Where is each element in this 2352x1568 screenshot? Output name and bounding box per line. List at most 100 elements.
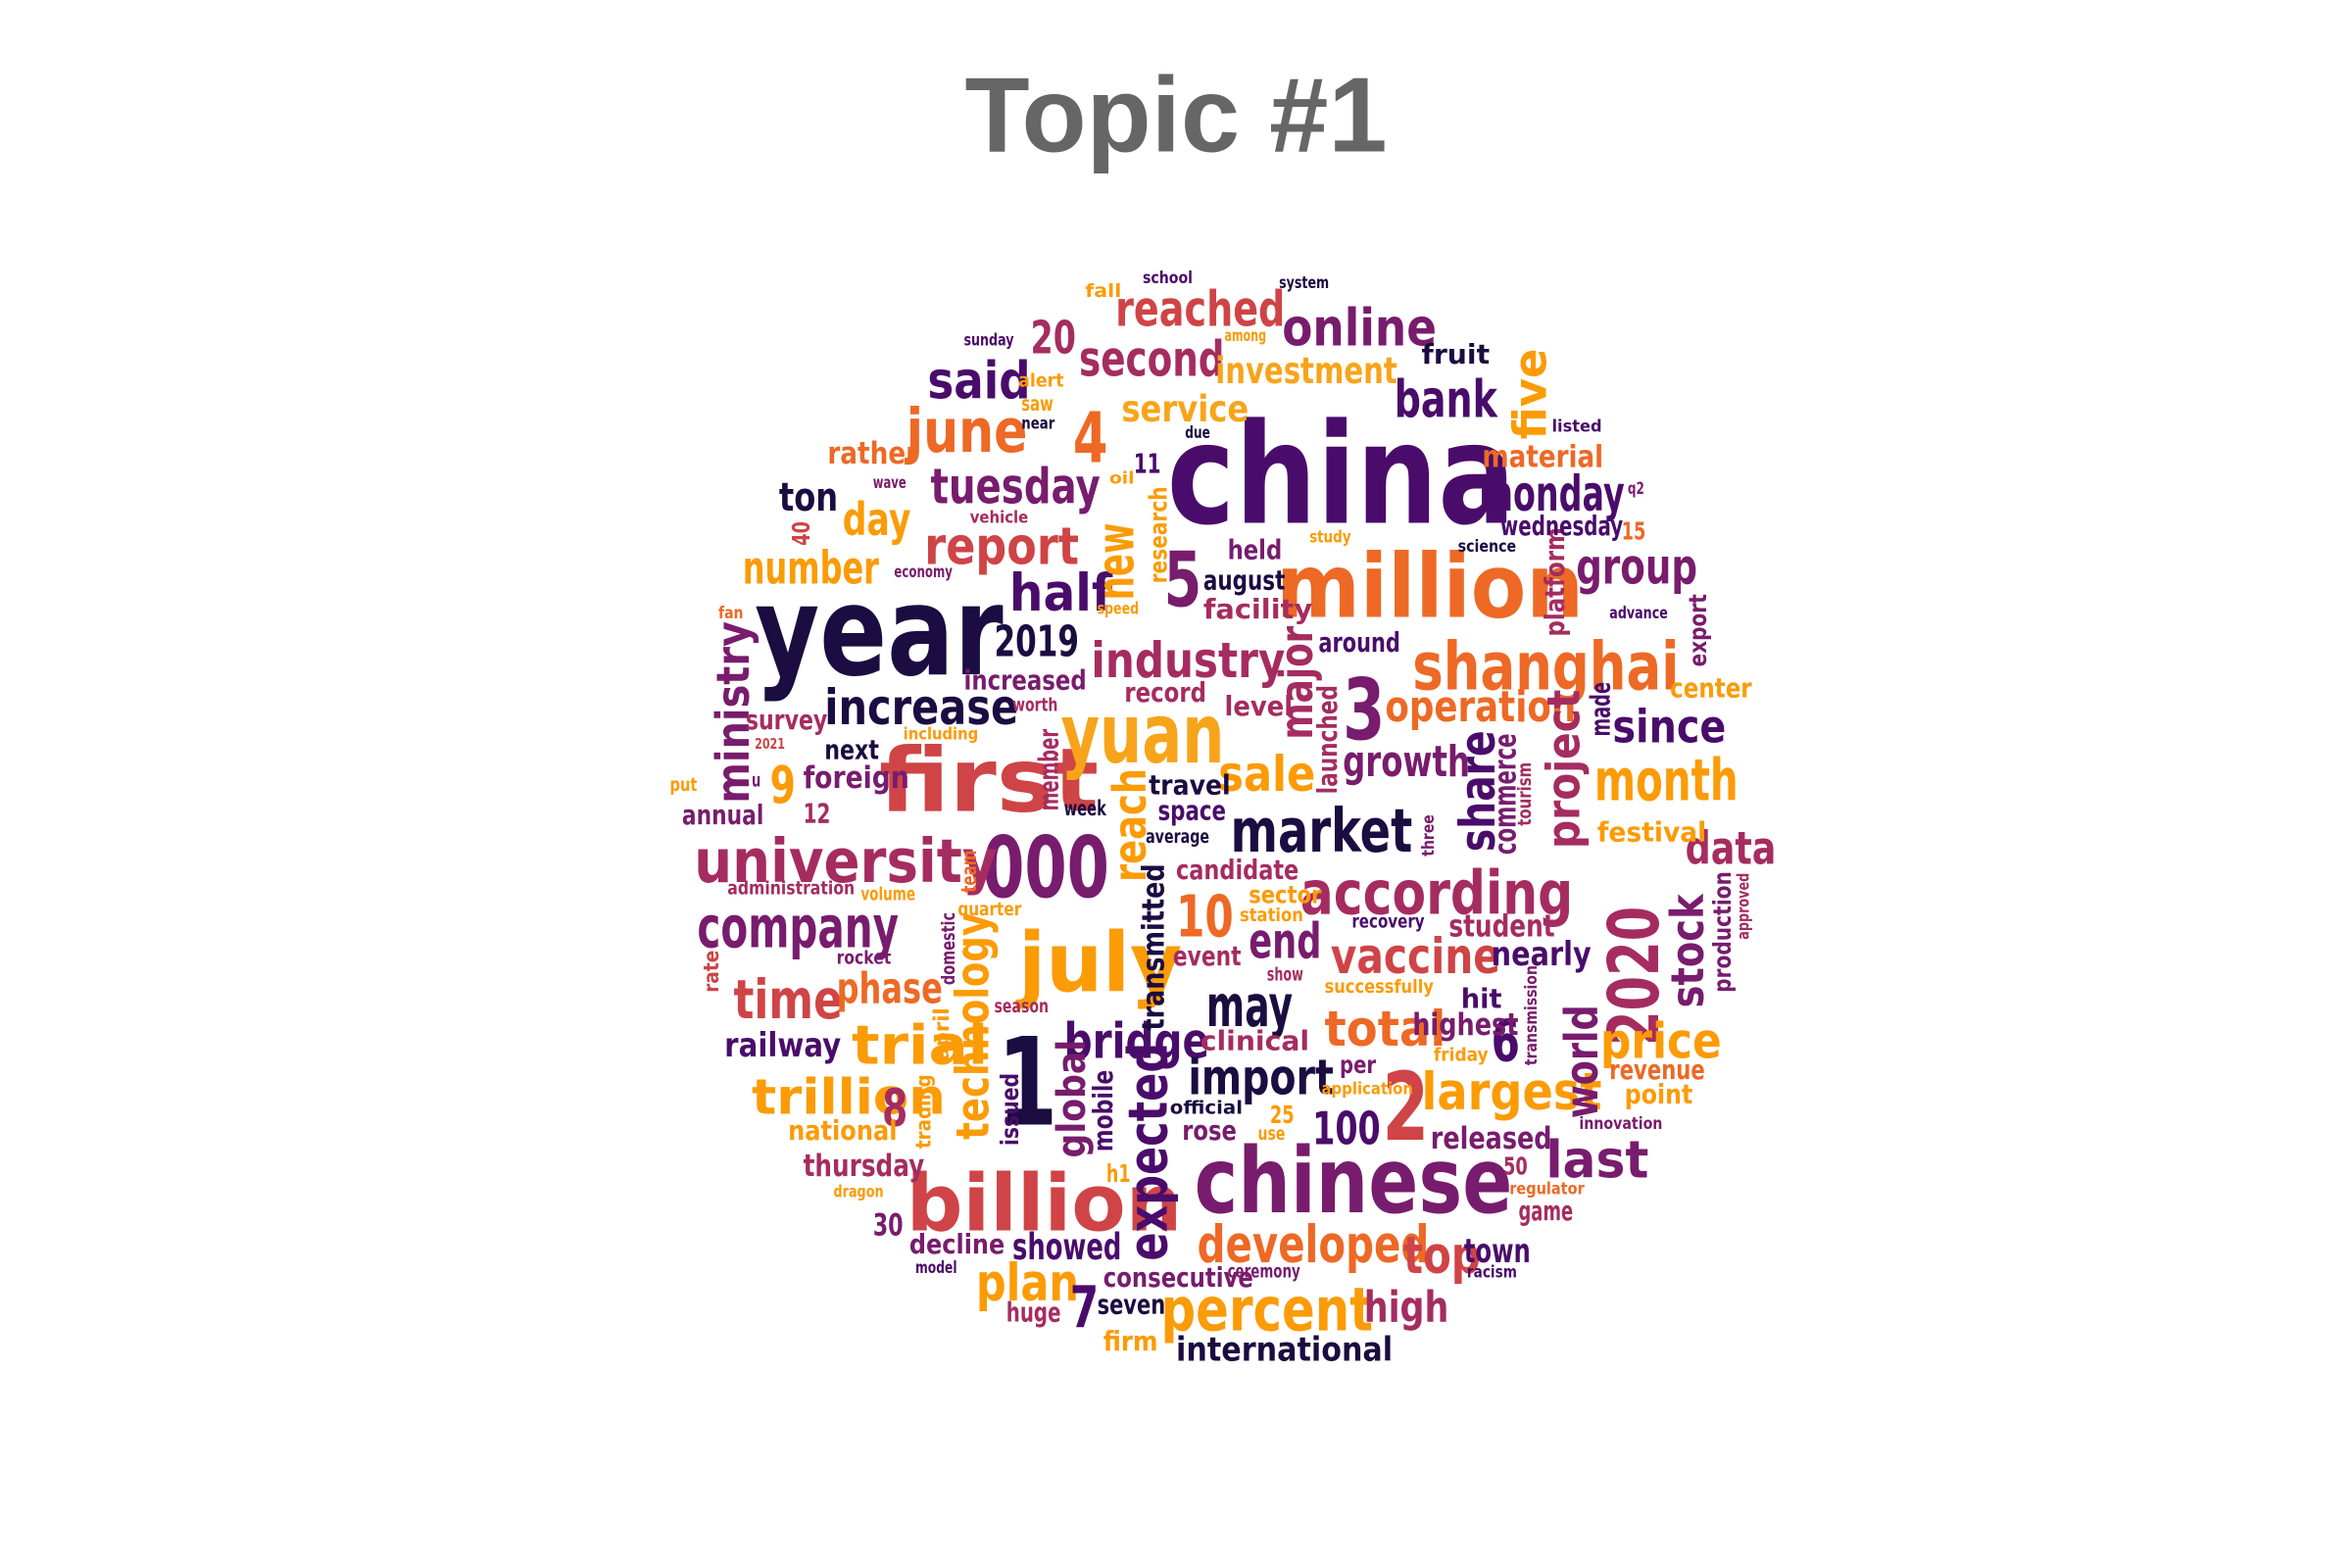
word-firm: firm xyxy=(1103,1325,1158,1357)
word-june: june xyxy=(904,396,1027,466)
word-season: season xyxy=(994,997,1049,1017)
word-100: 100 xyxy=(1312,1102,1381,1155)
word-data: data xyxy=(1686,821,1777,874)
word-decline: decline xyxy=(909,1228,1004,1260)
word-expected: expected xyxy=(1117,1043,1181,1261)
word-wednesday: wednesday xyxy=(1500,510,1623,542)
word-record: record xyxy=(1124,676,1206,709)
word-11: 11 xyxy=(1134,447,1161,479)
word-revenue: revenue xyxy=(1609,1054,1704,1086)
word-major: major xyxy=(1270,626,1323,740)
word-investment: investment xyxy=(1215,350,1397,392)
word-space: space xyxy=(1157,795,1226,827)
word-since: since xyxy=(1612,701,1726,754)
word-survey: survey xyxy=(746,704,828,736)
word-highest: highest xyxy=(1412,1007,1518,1043)
word-5: 5 xyxy=(1164,537,1202,625)
word-tuesday: tuesday xyxy=(930,458,1100,514)
word-friday: friday xyxy=(1434,1045,1489,1065)
word-market: market xyxy=(1231,796,1413,866)
word-student: student xyxy=(1448,909,1554,945)
word-40: 40 xyxy=(787,521,815,546)
word-thursday: thursday xyxy=(804,1149,925,1184)
word-2019: 2019 xyxy=(994,618,1079,667)
word-50: 50 xyxy=(1503,1152,1528,1180)
word-three: three xyxy=(1419,814,1439,857)
word-import: import xyxy=(1188,1050,1333,1106)
word-last: last xyxy=(1545,1131,1648,1191)
word-level: level xyxy=(1224,690,1293,722)
word-railway: railway xyxy=(724,1026,841,1065)
word-showed: showed xyxy=(1012,1226,1121,1268)
word-industry: industry xyxy=(1091,632,1285,689)
word-phase: phase xyxy=(837,965,943,1014)
word-world: world xyxy=(1555,1004,1608,1118)
word-team: team xyxy=(957,851,982,893)
word-monday: monday xyxy=(1479,466,1624,522)
word-school: school xyxy=(1143,269,1193,288)
word-near: near xyxy=(1021,415,1054,434)
word-vaccine: vaccine xyxy=(1331,928,1500,985)
word-quarter: quarter xyxy=(957,900,1022,920)
word-high: high xyxy=(1364,1283,1449,1332)
word-application: application xyxy=(1321,1080,1413,1100)
word-volume: volume xyxy=(860,885,915,906)
word-report: report xyxy=(924,516,1079,576)
word-price: price xyxy=(1600,1012,1722,1069)
word-second: second xyxy=(1079,331,1224,388)
word-vehicle: vehicle xyxy=(970,509,1029,528)
word-official: official xyxy=(1170,1099,1243,1119)
word-alert: alert xyxy=(1018,370,1064,391)
word-according: according xyxy=(1300,858,1573,928)
word-august: august xyxy=(1203,564,1286,597)
word-may: may xyxy=(1206,972,1293,1040)
word-hit: hit xyxy=(1461,982,1502,1014)
word-reached: reached xyxy=(1115,280,1285,337)
word-member: member xyxy=(1032,729,1064,811)
word-rate: rate xyxy=(700,951,724,993)
word-largest: largest xyxy=(1422,1062,1602,1122)
word-due: due xyxy=(1185,423,1210,443)
word-fruit: fruit xyxy=(1422,338,1491,370)
word-listed: listed xyxy=(1552,417,1602,437)
word-launched: launched xyxy=(1311,685,1344,794)
word-science: science xyxy=(1458,537,1517,557)
word-bridge: bridge xyxy=(1064,1012,1209,1069)
word-university: university xyxy=(694,826,997,897)
word-fan: fan xyxy=(718,604,744,623)
word-project: project xyxy=(1537,690,1590,849)
word-total: total xyxy=(1325,1001,1446,1057)
word-speed: speed xyxy=(1098,599,1140,618)
word-regulator: regulator xyxy=(1509,1180,1585,1200)
word-time: time xyxy=(733,968,842,1032)
word-huge: huge xyxy=(1006,1296,1061,1328)
word-sale: sale xyxy=(1218,746,1315,803)
word-company: company xyxy=(697,894,899,961)
word-put: put xyxy=(670,775,698,796)
word-end: end xyxy=(1249,912,1321,969)
word-successfully: successfully xyxy=(1325,977,1434,998)
word-game: game xyxy=(1518,1195,1573,1227)
word-top: top xyxy=(1403,1226,1481,1286)
word-half: half xyxy=(1009,564,1113,623)
word-rocket: rocket xyxy=(837,949,892,969)
word-candidate: candidate xyxy=(1176,854,1298,886)
word-rather: rather xyxy=(827,436,918,471)
word-operation: operation xyxy=(1385,683,1576,732)
word-day: day xyxy=(843,493,911,546)
word-25: 25 xyxy=(1270,1101,1295,1129)
word-transmission: transmission xyxy=(1522,965,1542,1065)
word-mobile: mobile xyxy=(1087,1070,1119,1152)
word-group: group xyxy=(1576,538,1697,595)
word-approved: approved xyxy=(1735,873,1754,940)
word-1: 1 xyxy=(998,1012,1058,1153)
word-sunday: sunday xyxy=(964,331,1014,351)
word-20: 20 xyxy=(1031,311,1076,364)
word-new: new xyxy=(1087,523,1147,601)
word-week: week xyxy=(1064,797,1107,821)
word-said: said xyxy=(927,352,1030,412)
word-issued: issued xyxy=(996,1073,1024,1146)
word-growth: growth xyxy=(1343,738,1470,787)
word-shanghai: shanghai xyxy=(1412,629,1679,707)
